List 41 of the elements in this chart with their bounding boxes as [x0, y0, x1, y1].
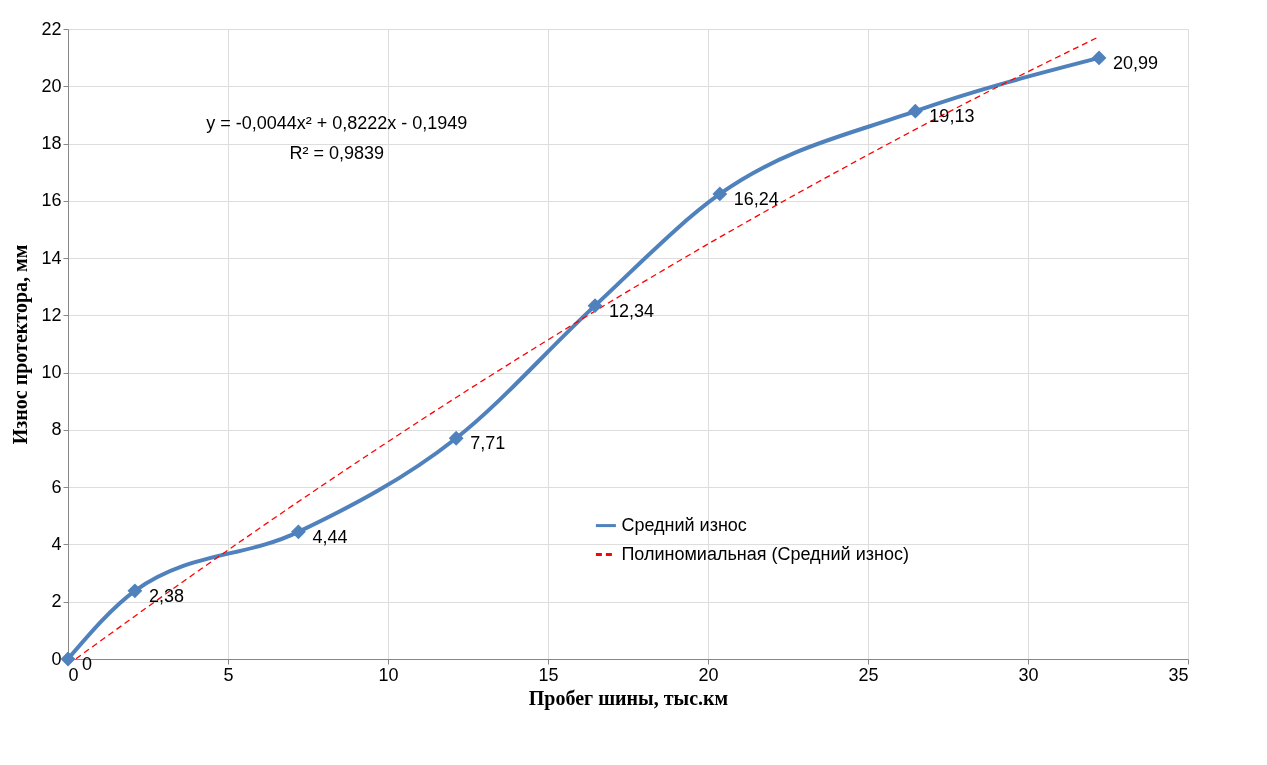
- point: [290, 524, 306, 540]
- x-tick-label: 5: [223, 664, 234, 685]
- point: [907, 103, 923, 119]
- annotation: y = -0,0044x² + 0,8222x - 0,1949: [206, 112, 468, 133]
- x-tick-label: 30: [1018, 664, 1039, 685]
- data-label: 20,99: [1113, 52, 1159, 73]
- point: [587, 298, 603, 314]
- y-axis-title: Износ протектора, мм: [9, 244, 33, 445]
- y-tick-label: 22: [41, 18, 62, 39]
- point: [127, 583, 143, 599]
- x-tick-label: 15: [538, 664, 559, 685]
- annotation: R² = 0,9839: [289, 142, 385, 163]
- x-tick-label: 20: [698, 664, 719, 685]
- y-tick-label: 4: [51, 533, 62, 554]
- point: [1091, 50, 1107, 66]
- y-tick-label: 18: [41, 133, 62, 154]
- legend-label: Средний износ: [621, 514, 747, 535]
- point: [448, 430, 464, 446]
- x-tick-label: 10: [378, 664, 399, 685]
- data-label: 19,13: [929, 106, 975, 127]
- x-tick-label: 0: [68, 664, 79, 685]
- data-label: 2,38: [148, 585, 184, 606]
- y-tick-label: 6: [51, 476, 62, 497]
- data-label: 4,44: [312, 526, 348, 547]
- x-axis-title: Пробег шины, тыс.км: [528, 686, 729, 710]
- y-tick-label: 12: [41, 304, 62, 325]
- y-tick-label: 0: [51, 648, 62, 669]
- y-tick-label: 14: [41, 247, 62, 268]
- y-tick-label: 16: [41, 190, 62, 211]
- y-tick-label: 20: [41, 75, 62, 96]
- x-tick-label: 25: [858, 664, 879, 685]
- x-tick-label: 35: [1168, 664, 1189, 685]
- data-label: 16,24: [733, 188, 779, 209]
- y-tick-label: 10: [41, 362, 62, 383]
- point: [712, 186, 728, 202]
- y-tick-label: 2: [51, 591, 62, 612]
- legend-label: Полиномиальная (Средний износ): [621, 543, 909, 564]
- point: [60, 651, 76, 667]
- data-label: 7,71: [470, 433, 506, 454]
- y-tick-label: 8: [51, 419, 62, 440]
- data-label: 12,34: [609, 300, 655, 321]
